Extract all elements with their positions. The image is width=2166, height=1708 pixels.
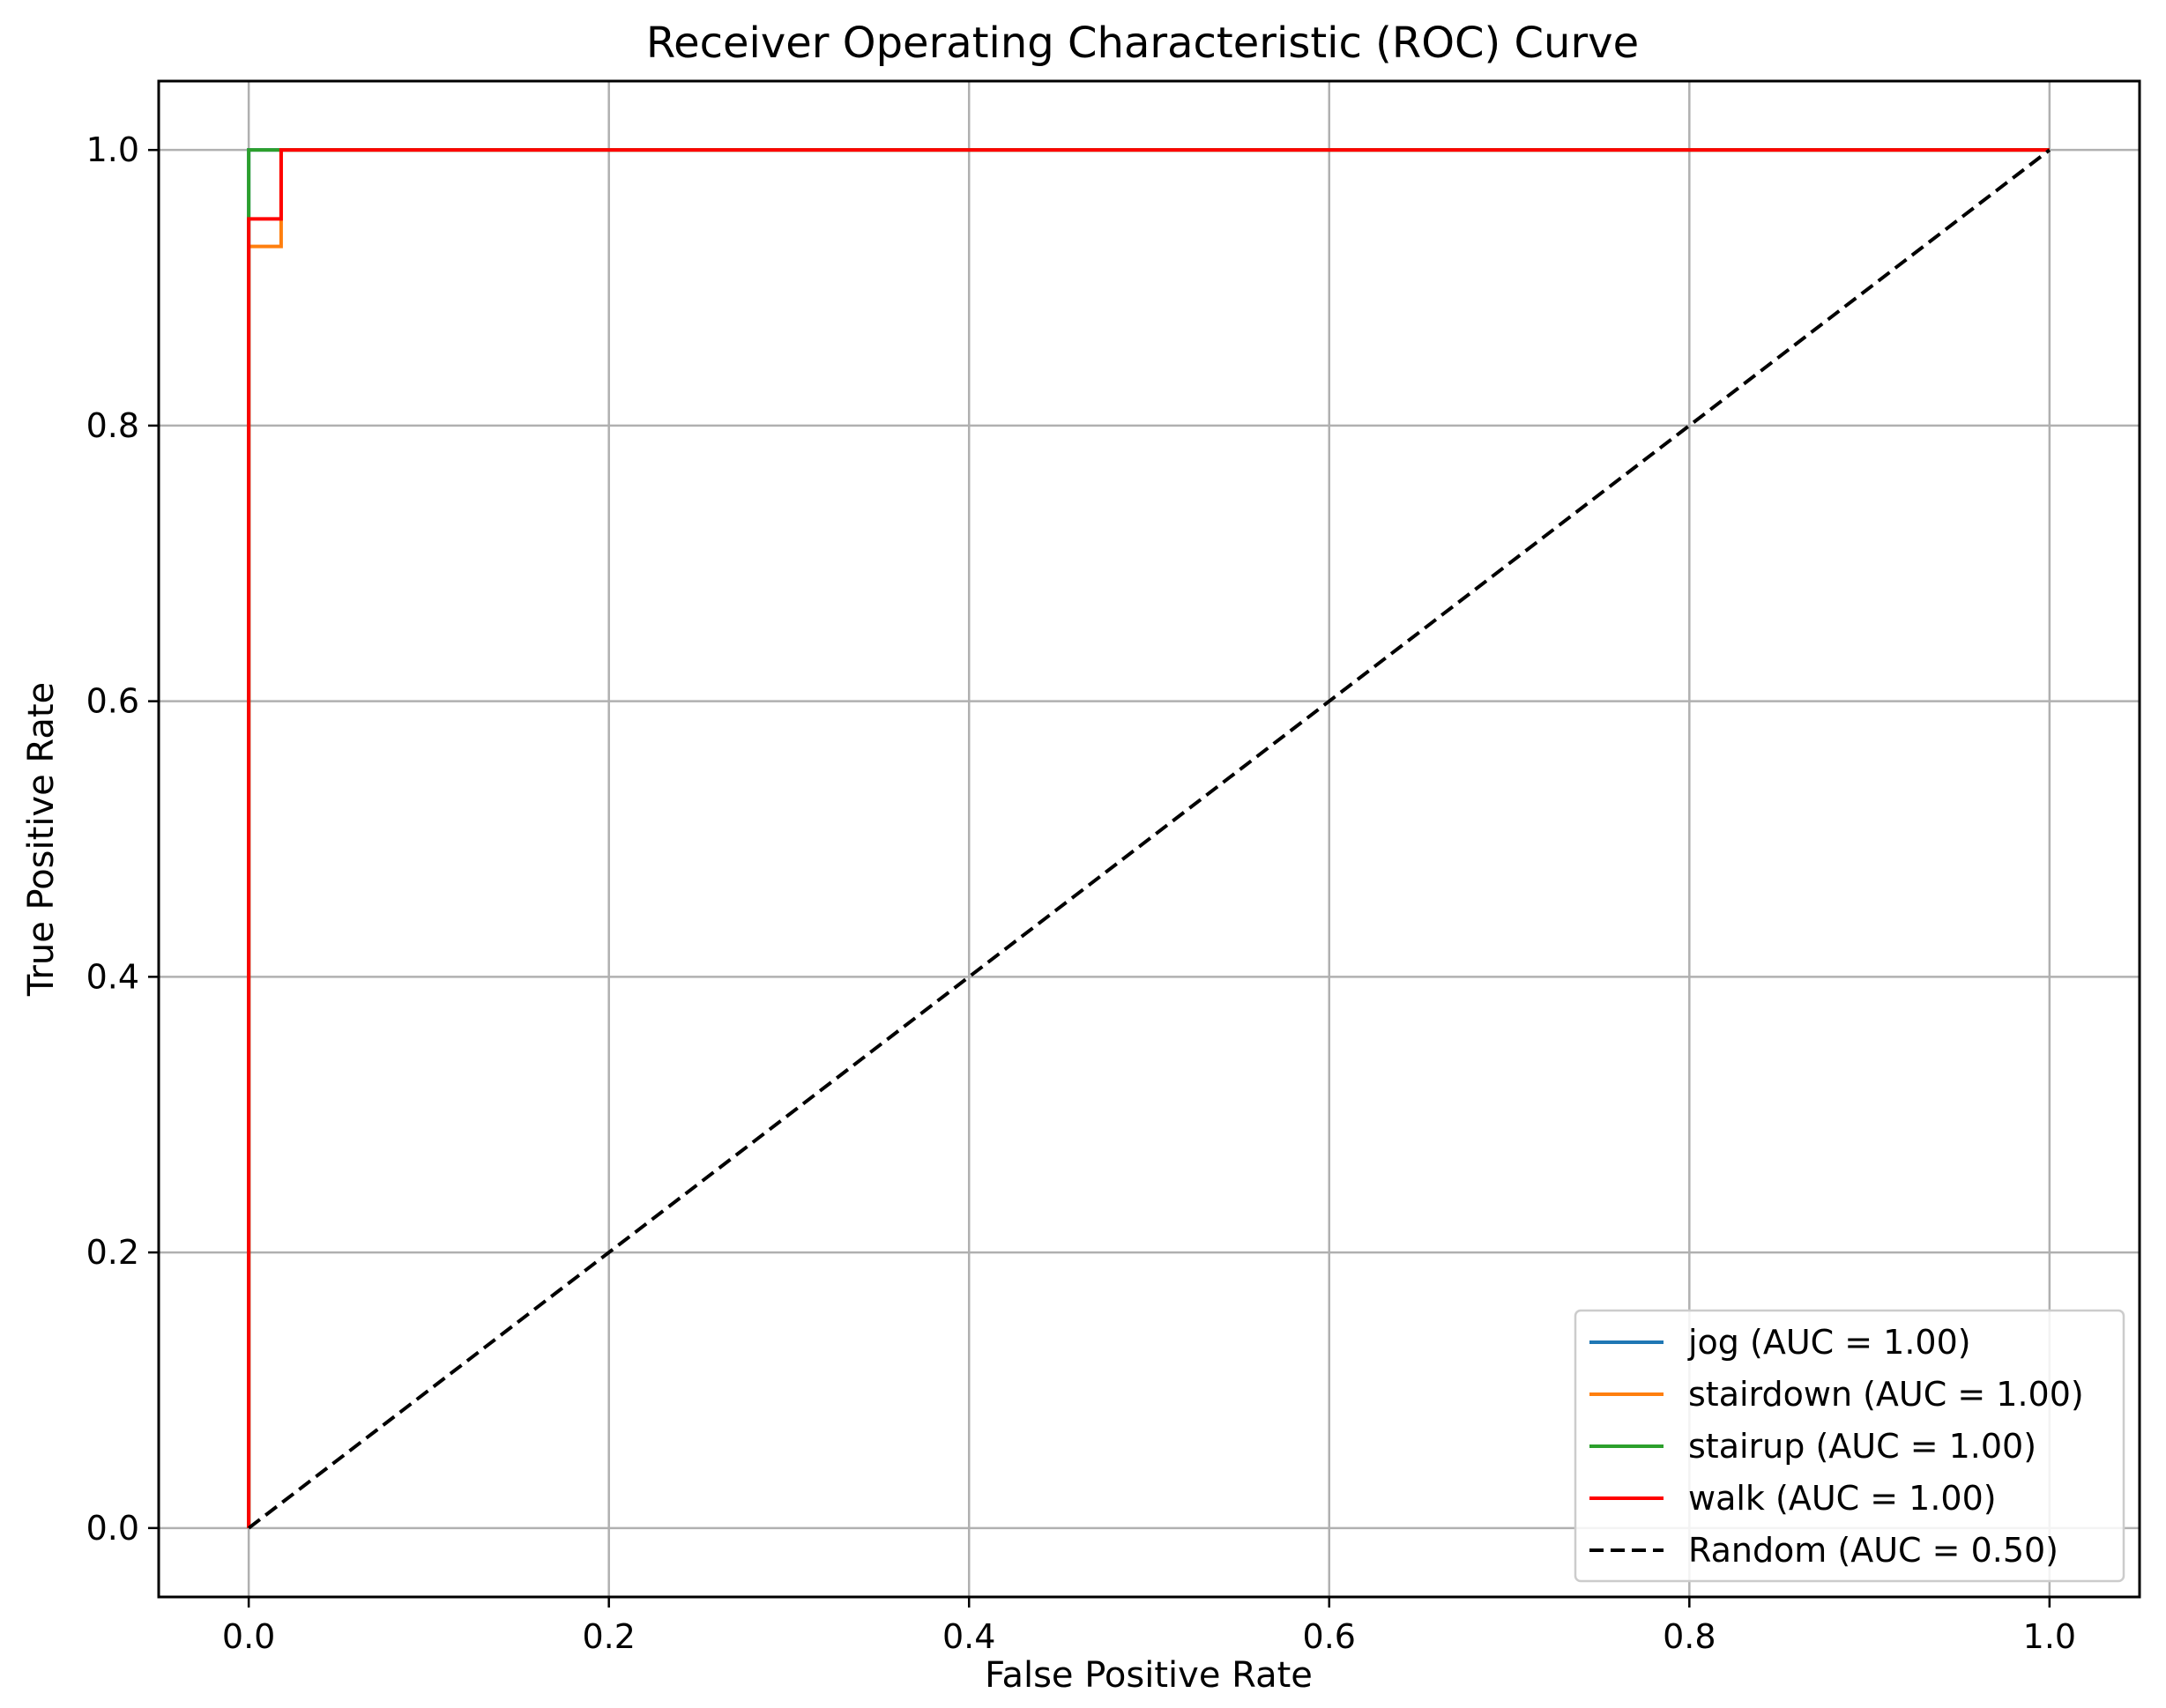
legend-entry-label: jog (AUC = 1.00) bbox=[1687, 1323, 1971, 1362]
y-tick-label: 0.2 bbox=[86, 1233, 139, 1272]
legend-entry-label: Random (AUC = 0.50) bbox=[1688, 1531, 2058, 1570]
legend-box bbox=[1574, 1309, 2125, 1583]
series-line bbox=[247, 148, 2050, 1528]
x-axis-label: False Positive Rate bbox=[985, 1655, 1313, 1696]
y-tick-label: 1.0 bbox=[86, 130, 139, 169]
x-tick-label: 0.2 bbox=[582, 1617, 635, 1656]
x-tick-label: 0.6 bbox=[1303, 1617, 1356, 1656]
legend-entry-label: stairup (AUC = 1.00) bbox=[1688, 1427, 2036, 1466]
legend: jog (AUC = 1.00) stairdown (AUC = 1.00) st… bbox=[1574, 1309, 2125, 1583]
x-tick-label: 0.0 bbox=[222, 1617, 275, 1656]
legend-entry-label: walk (AUC = 1.00) bbox=[1688, 1479, 1997, 1518]
x-tick-label: 0.8 bbox=[1663, 1617, 1716, 1656]
series-lines bbox=[247, 148, 2051, 1530]
y-axis-label: True Positive Rate bbox=[21, 682, 62, 997]
y-tick-label: 0.8 bbox=[86, 406, 139, 445]
y-tick-label: 0.0 bbox=[86, 1509, 139, 1548]
x-tick-label: 0.4 bbox=[942, 1617, 995, 1656]
grid-lines bbox=[159, 81, 2140, 1597]
axis-ticks: 0.0 0.2 0.4 0.6 0.8 1.0 0.0 0.2 0.4 0.6 0.8 1.0 bbox=[86, 130, 2077, 1656]
chart-title: Receiver Operating Characteristic (ROC) … bbox=[646, 19, 1639, 68]
x-tick-label: 1.0 bbox=[2023, 1617, 2076, 1656]
plot-frame bbox=[157, 79, 2141, 1599]
series-line bbox=[247, 148, 2051, 1530]
y-tick-label: 0.6 bbox=[86, 682, 139, 721]
legend-entry-label: stairdown (AUC = 1.00) bbox=[1688, 1375, 2084, 1414]
y-tick-label: 0.4 bbox=[86, 957, 139, 996]
